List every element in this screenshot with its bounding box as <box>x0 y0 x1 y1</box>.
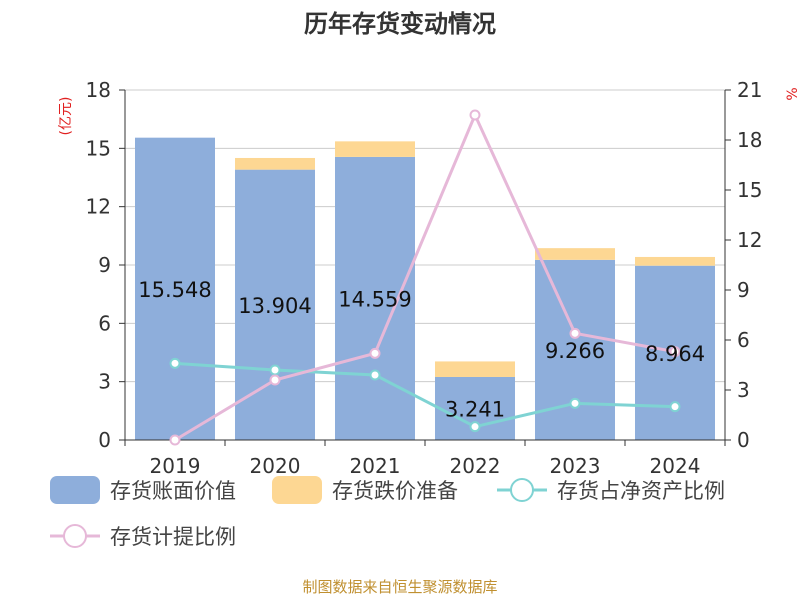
bar <box>435 361 515 377</box>
bar <box>235 157 315 170</box>
left-tick-label: 18 <box>86 78 111 102</box>
series-point <box>569 327 581 339</box>
series-point <box>569 397 581 409</box>
series-point <box>369 369 381 381</box>
x-tick-label: 2020 <box>250 454 301 478</box>
bar-value-label: 8.964 <box>645 342 705 366</box>
bar-labels: 15.548 13.904 14.559 3.241 9.266 8.964 <box>138 278 705 422</box>
left-tick-label: 9 <box>98 253 111 277</box>
series-point <box>669 346 681 358</box>
right-tick-label: 9 <box>737 278 750 302</box>
bar <box>335 141 415 157</box>
source-note: 制图数据来自恒生聚源数据库 <box>302 578 497 596</box>
left-tick-label: 12 <box>86 195 111 219</box>
grid <box>125 89 725 383</box>
right-tick-label: 15 <box>737 178 762 202</box>
legend-label: 存货计提比例 <box>110 525 236 549</box>
x-tick-label: 2019 <box>150 454 201 478</box>
left-tick-label: 3 <box>98 370 111 394</box>
right-tick-label: 3 <box>737 378 750 402</box>
series-point <box>269 364 281 376</box>
lines <box>169 109 681 446</box>
x-tick-label: 2023 <box>550 454 601 478</box>
right-tick-label: 21 <box>737 78 762 102</box>
x-tick-label: 2021 <box>350 454 401 478</box>
bar-value-label: 13.904 <box>238 294 311 318</box>
series-point <box>369 347 381 359</box>
x-tick-label: 2024 <box>650 454 701 478</box>
right-tick-label: 12 <box>737 228 762 252</box>
legend-marker <box>510 478 534 502</box>
series-line <box>174 361 676 429</box>
bar-value-label: 14.559 <box>338 287 411 311</box>
right-tick-label: 18 <box>737 128 762 152</box>
bar <box>335 156 415 441</box>
left-tick-label: 6 <box>98 311 111 335</box>
bar-value-label: 3.241 <box>445 397 505 421</box>
series-point <box>469 421 481 433</box>
axes: 0 3 6 9 12 15 18 0 3 6 9 12 15 18 21 2019 2020 2021 2022 20… <box>86 78 763 478</box>
x-tick-label: 2022 <box>450 454 501 478</box>
series-point <box>269 374 281 386</box>
bar-value-label: 9.266 <box>545 339 605 363</box>
left-tick-label: 0 <box>98 428 111 452</box>
right-axis-name: % <box>785 87 800 100</box>
series-line <box>174 111 676 442</box>
bar <box>635 256 715 266</box>
right-tick-label: 6 <box>737 328 750 352</box>
legend-marker <box>63 524 87 548</box>
right-tick-label: 0 <box>737 428 750 452</box>
left-tick-label: 15 <box>86 136 111 160</box>
left-axis-name: (亿元) <box>58 97 74 136</box>
legend-label: 存货占净资产比例 <box>557 479 725 503</box>
bars <box>135 137 715 441</box>
series-point <box>169 357 181 369</box>
legend-swatch <box>50 476 100 504</box>
bar-value-label: 15.548 <box>138 278 211 302</box>
series-point <box>169 434 181 446</box>
bar <box>535 248 615 260</box>
bar <box>135 137 215 440</box>
legend-label: 存货跌价准备 <box>332 479 458 503</box>
series-point <box>469 109 481 121</box>
chart-title: 历年存货变动情况 <box>304 10 496 38</box>
series-point <box>669 401 681 413</box>
legend-label: 存货账面价值 <box>110 479 236 503</box>
legend-swatch <box>272 476 322 504</box>
